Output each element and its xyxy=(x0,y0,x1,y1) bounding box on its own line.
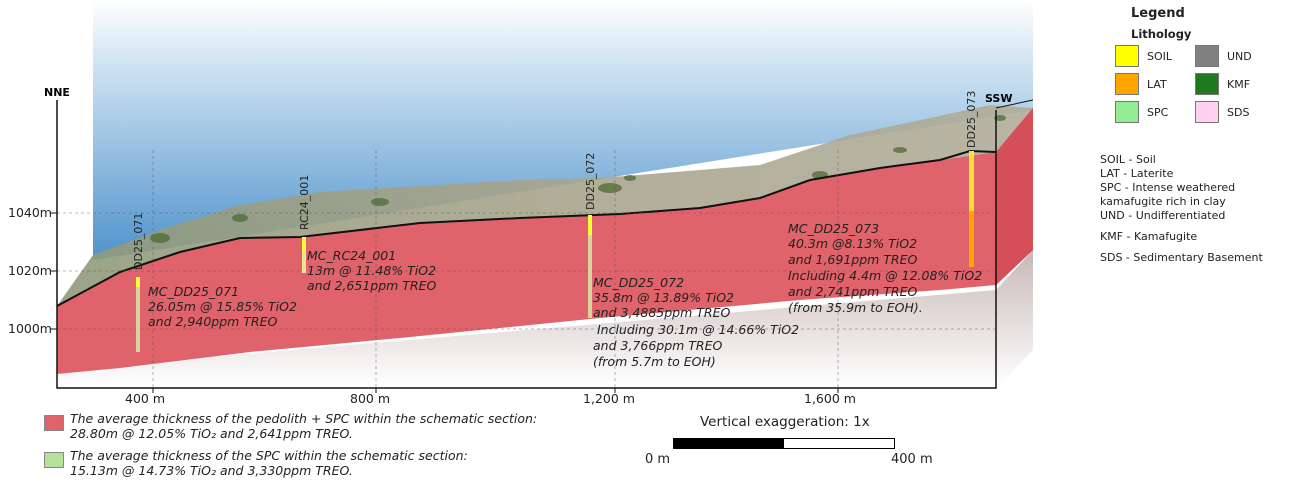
annotation-line: and 2,651ppm TREO xyxy=(307,278,437,293)
annotation-line: Including 30.1m @ 14.66% TiO2 xyxy=(593,322,799,337)
description-line: SPC - Intense weathered xyxy=(1100,181,1236,194)
drillhole-id: DD25_072 xyxy=(584,153,597,210)
surface-line xyxy=(56,149,997,307)
note-line: The average thickness of the SPC within … xyxy=(70,448,468,463)
note-line: 28.80m @ 12.05% TiO₂ and 2,641ppm TREO. xyxy=(70,426,353,441)
elevation-label: 1000m xyxy=(8,321,52,336)
terrain-surface xyxy=(57,105,1033,306)
description-line: kamafugite rich in clay xyxy=(1100,195,1226,208)
section-frame xyxy=(56,100,997,389)
legend-item: UND xyxy=(1195,45,1275,67)
legend-swatch xyxy=(1115,101,1139,123)
basement-zone xyxy=(57,250,1033,388)
drillhole-dd25-071: DD25_071 xyxy=(132,213,145,352)
legend-item: LAT xyxy=(1115,73,1195,95)
annotation-line: 13m @ 11.48% TiO2 xyxy=(307,263,436,278)
note-swatch xyxy=(44,452,64,468)
legend-label: KMF xyxy=(1227,77,1251,91)
note-spc: The average thickness of the SPC within … xyxy=(44,448,468,478)
note-line: The average thickness of the pedolith + … xyxy=(70,411,538,426)
legend-panel: Legend Lithology SOIL UND LAT KMF SPC SD… xyxy=(1100,6,1290,265)
legend-swatch xyxy=(1195,73,1219,95)
annotation-line: and 2,940ppm TREO xyxy=(148,314,278,329)
legend-item: KMF xyxy=(1195,73,1275,95)
legend-title: Legend xyxy=(1131,6,1185,21)
drillhole-id: DD25_071 xyxy=(132,213,145,270)
annotation-title: MC_RC24_001 xyxy=(307,248,396,263)
section-end-face xyxy=(996,108,1033,285)
annotation-title: MC_DD25_073 xyxy=(788,221,879,236)
drillhole-id: DD25_073 xyxy=(965,91,978,148)
annotation-title: MC_DD25_072 xyxy=(593,275,684,290)
legend-label: LAT xyxy=(1147,77,1167,91)
note-line: 15.13m @ 14.73% TiO₂ and 3,330ppm TREO. xyxy=(70,463,353,478)
drillhole-dd25-073: DD25_073 xyxy=(965,91,978,267)
annotation-line: and 3,4885ppm TREO xyxy=(593,305,730,320)
legend-grid: SOIL UND LAT KMF SPC SDS xyxy=(1115,45,1290,123)
lithology-descriptions: SOIL - Soil LAT - Laterite SPC - Intense… xyxy=(1100,153,1290,264)
drillhole-id: RC24_001 xyxy=(298,175,311,230)
frame-top-right xyxy=(995,99,1034,109)
annotation-line: and 1,691ppm TREO xyxy=(788,252,918,267)
orientation-left: NNE xyxy=(44,86,70,99)
vegetation xyxy=(150,115,1006,243)
annotation-line: 35.8m @ 13.89% TiO2 xyxy=(593,290,734,305)
legend-swatch xyxy=(1195,101,1219,123)
drillhole-rc24-001: RC24_001 xyxy=(298,175,311,273)
distance-label: 400 m xyxy=(125,391,165,406)
pedolith-body xyxy=(57,108,1033,374)
note-swatch xyxy=(44,415,64,431)
description-line: LAT - Laterite xyxy=(1100,167,1174,180)
description-line: UND - Undifferentiated xyxy=(1100,209,1226,222)
annotation-line: and 2,741ppm TREO xyxy=(788,284,918,299)
elevation-label: 1020m xyxy=(8,263,52,278)
scale-title: Vertical exaggeration: 1x xyxy=(700,414,870,430)
annotation-dd25-073: MC_DD25_073 40.3m @8.13% TiO2 and 1,691p… xyxy=(788,221,982,315)
legend-label: UND xyxy=(1227,49,1252,63)
legend-item: SPC xyxy=(1115,101,1195,123)
annotation-line: 40.3m @8.13% TiO2 xyxy=(788,236,917,251)
distance-label: 1,200 m xyxy=(583,391,635,406)
legend-item: SOIL xyxy=(1115,45,1195,67)
legend-swatch xyxy=(1195,45,1219,67)
description-line: KMF - Kamafugite xyxy=(1100,230,1198,243)
annotation-line: (from 5.7m to EOH) xyxy=(593,354,716,369)
annotation-title: MC_DD25_071 xyxy=(148,284,239,299)
legend-subtitle: Lithology xyxy=(1131,27,1192,41)
annotation-rc24-001: MC_RC24_001 13m @ 11.48% TiO2 and 2,651p… xyxy=(307,248,437,293)
description-line: SOIL - Soil xyxy=(1100,153,1156,166)
orientation-right: SSW xyxy=(985,92,1012,105)
annotation-dd25-071: MC_DD25_071 26.05m @ 15.85% TiO2 and 2,9… xyxy=(148,284,297,329)
distance-label: 800 m xyxy=(350,391,390,406)
scale-bar-graphic xyxy=(673,438,895,449)
distance-label: 1,600 m xyxy=(804,391,856,406)
legend-label: SPC xyxy=(1147,105,1169,119)
annotation-dd25-072: MC_DD25_072 35.8m @ 13.89% TiO2 and 3,48… xyxy=(593,275,799,369)
annotation-line: (from 35.9m to EOH). xyxy=(788,300,923,315)
gridlines xyxy=(57,150,996,388)
legend-label: SOIL xyxy=(1147,49,1173,63)
annotation-line: Including 4.4m @ 12.08% TiO2 xyxy=(788,268,982,283)
elevation-label: 1040m xyxy=(8,205,52,220)
legend-swatch xyxy=(1115,45,1139,67)
legend-label: SDS xyxy=(1227,105,1250,119)
note-pedolith-spc: The average thickness of the pedolith + … xyxy=(44,411,537,441)
legend-swatch xyxy=(1115,73,1139,95)
drillhole-dd25-072: DD25_072 xyxy=(584,153,597,318)
annotation-line: and 3,766ppm TREO xyxy=(593,338,723,353)
scale-start-label: 0 m xyxy=(645,452,671,467)
scale-end-label: 400 m xyxy=(891,452,933,467)
description-line: SDS - Sedimentary Basement xyxy=(1100,251,1263,264)
legend-item: SDS xyxy=(1195,101,1275,123)
annotation-line: 26.05m @ 15.85% TiO2 xyxy=(148,299,297,314)
